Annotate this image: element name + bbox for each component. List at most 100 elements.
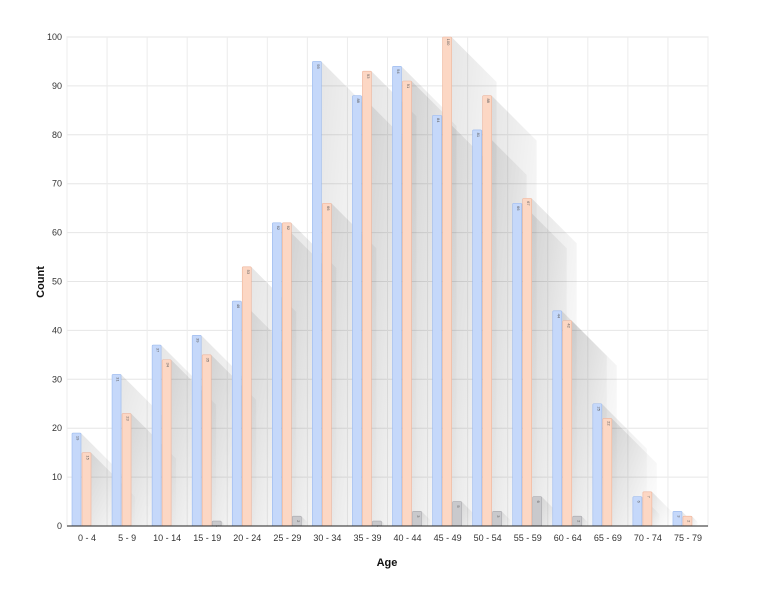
y-axis-title: Count [35, 266, 47, 298]
data-label: 66 [516, 206, 521, 211]
bar-shadow [421, 511, 431, 526]
y-tick-label: 10 [52, 472, 62, 482]
data-label: 94 [396, 69, 401, 74]
bar [161, 359, 172, 527]
bar [312, 61, 322, 527]
data-label: 62 [286, 226, 291, 231]
y-tick-label: 80 [52, 130, 62, 140]
data-label: 25 [596, 407, 601, 412]
bar [472, 129, 482, 527]
x-tick-label: 20 - 24 [233, 533, 261, 543]
y-tick-label: 70 [52, 179, 62, 189]
bar [191, 334, 202, 527]
data-label: 31 [116, 377, 121, 382]
data-label: 44 [556, 314, 561, 319]
data-label: 19 [76, 436, 81, 441]
data-label: 81 [476, 133, 481, 138]
x-tick-label: 55 - 59 [514, 533, 542, 543]
data-label: 100 [446, 39, 451, 46]
x-tick-label: 30 - 34 [313, 533, 341, 543]
bar [442, 36, 452, 527]
data-label: 3 [496, 515, 501, 518]
x-tick-label: 40 - 44 [394, 533, 422, 543]
bar [282, 222, 292, 527]
data-label: 2 [296, 520, 301, 523]
data-label: 93 [366, 74, 371, 79]
data-label: 23 [126, 416, 131, 421]
data-label: 3 [676, 515, 681, 518]
data-label: 2 [686, 520, 691, 523]
data-label: 66 [326, 206, 331, 211]
bar [272, 222, 282, 527]
bar [201, 354, 212, 527]
x-axis-title: Age [377, 557, 398, 569]
bar-shadow [691, 516, 698, 526]
data-label: 5 [456, 505, 461, 508]
data-label: 67 [526, 201, 531, 206]
y-tick-label: 90 [52, 81, 62, 91]
data-label: 2 [576, 520, 581, 523]
bar [552, 310, 563, 527]
x-tick-label: 75 - 79 [674, 533, 702, 543]
bar-shadow [651, 491, 673, 526]
data-label: 35 [206, 358, 211, 363]
bar-shadow [501, 511, 511, 526]
bar-shadow [301, 516, 308, 526]
bar-shadow [581, 516, 588, 526]
bar [512, 202, 522, 527]
y-tick-label: 40 [52, 325, 62, 335]
bar [592, 403, 603, 527]
data-label: 6 [536, 501, 541, 504]
data-label: 34 [166, 363, 171, 368]
data-label: 15 [86, 455, 91, 460]
data-label: 22 [606, 421, 611, 426]
data-label: 91 [406, 84, 411, 89]
data-label: 6 [636, 501, 641, 504]
x-tick-label: 10 - 14 [153, 533, 181, 543]
y-tick-label: 50 [52, 277, 62, 287]
bar [352, 95, 362, 527]
bar [231, 300, 242, 527]
x-tick-label: 50 - 54 [474, 533, 502, 543]
data-label: 37 [156, 348, 161, 353]
x-tick-label: 25 - 29 [273, 533, 301, 543]
bar [492, 511, 502, 527]
data-label: 39 [196, 338, 201, 343]
y-tick-label: 100 [47, 32, 62, 42]
bar [392, 66, 402, 527]
y-tick-label: 0 [57, 521, 62, 531]
x-tick-label: 70 - 74 [634, 533, 662, 543]
bar [412, 511, 422, 527]
data-label: 88 [486, 98, 491, 103]
y-tick-label: 30 [52, 374, 62, 384]
data-label: 84 [436, 118, 441, 123]
bar [81, 452, 92, 527]
y-tick-label: 20 [52, 423, 62, 433]
x-tick-label: 15 - 19 [193, 533, 221, 543]
bar [482, 95, 492, 527]
data-label: 7 [646, 496, 651, 499]
bar [71, 432, 82, 527]
bar [151, 344, 162, 527]
data-label: 3 [416, 515, 421, 518]
bar [121, 413, 132, 527]
x-tick-label: 45 - 49 [434, 533, 462, 543]
data-label: 53 [246, 270, 251, 275]
x-tick-label: 0 - 4 [78, 533, 96, 543]
x-tick-label: 5 - 9 [118, 533, 136, 543]
bar [322, 202, 332, 527]
bar [362, 70, 372, 527]
bar [562, 320, 573, 527]
x-tick-label: 35 - 39 [353, 533, 381, 543]
bar [241, 266, 252, 527]
bar-shadow [221, 521, 225, 526]
bar-shadow [381, 521, 385, 526]
data-label: 88 [356, 98, 361, 103]
bar [672, 511, 683, 527]
data-label: 42 [566, 323, 571, 328]
bar [522, 198, 532, 527]
y-tick-label: 60 [52, 228, 62, 238]
x-tick-label: 65 - 69 [594, 533, 622, 543]
